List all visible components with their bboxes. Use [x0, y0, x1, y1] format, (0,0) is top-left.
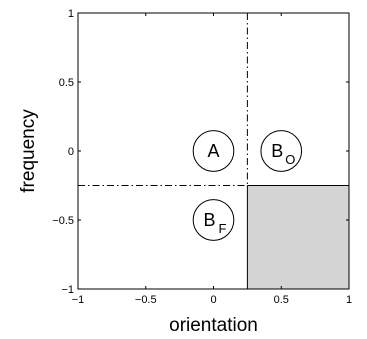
x-tick-label: 1 — [346, 294, 352, 306]
x-tick-label: −0.5 — [135, 294, 157, 306]
y-tick-label: −1 — [61, 284, 74, 296]
x-tick-label: −1 — [72, 294, 85, 306]
region-circle-label-3: B — [203, 210, 215, 230]
region-circle-label-1: A — [207, 141, 219, 161]
region-circle-2 — [260, 130, 303, 172]
x-tick-label: 0.5 — [274, 294, 289, 306]
x-axis-label: orientation — [169, 315, 258, 336]
region-circle-subscript-2: O — [285, 152, 295, 167]
shaded-region — [247, 185, 349, 289]
y-tick-label: −0.5 — [52, 215, 74, 227]
region-circle-3 — [192, 199, 235, 241]
x-tick-label: 0 — [210, 294, 216, 306]
y-tick-label: 0.5 — [59, 77, 74, 89]
y-axis-label: frequency — [18, 109, 39, 193]
region-circle-subscript-3: F — [219, 221, 227, 236]
region-circle-label-2: B — [271, 141, 283, 161]
y-tick-label: 1 — [68, 8, 74, 20]
region-circle-1 — [192, 130, 235, 172]
y-tick-label: 0 — [68, 146, 74, 158]
